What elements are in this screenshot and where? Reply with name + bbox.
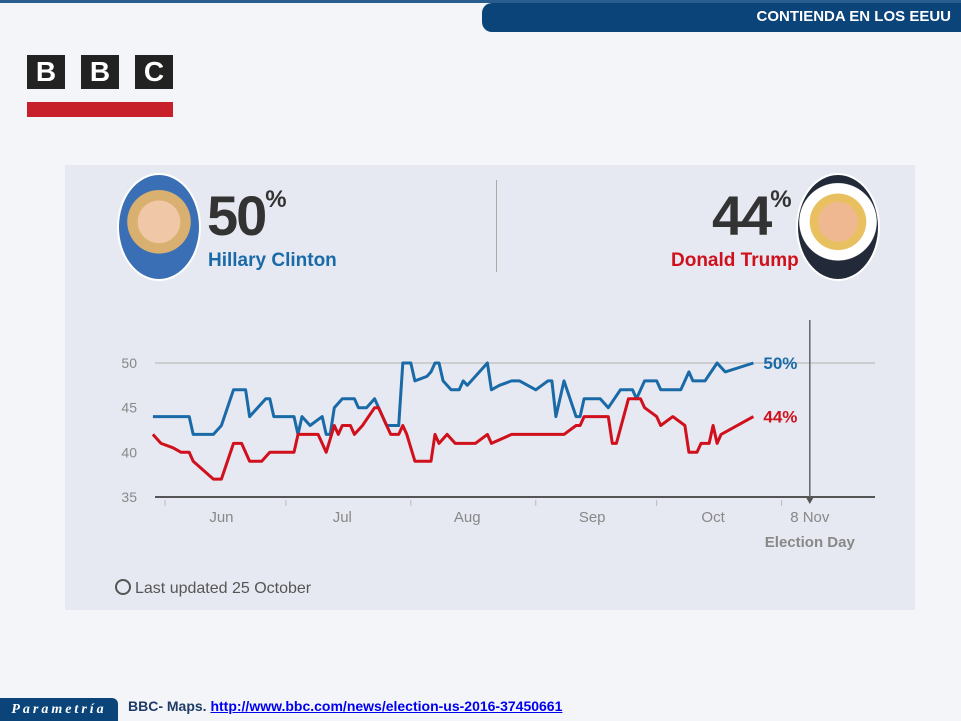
bbc-logo: B B C	[27, 45, 173, 117]
trump-percent: 44%	[712, 184, 792, 247]
y-tick-label: 40	[121, 444, 137, 460]
parametria-logo: Parametría	[0, 698, 118, 721]
clinton-photo	[117, 173, 201, 281]
clock-icon	[115, 579, 131, 595]
source-citation: BBC- Maps. http://www.bbc.com/news/elect…	[128, 698, 562, 714]
slide-header: CONTIENDA EN LOS EEUU	[482, 3, 961, 32]
clinton-percent: 50%	[207, 184, 287, 247]
y-tick-label: 45	[121, 400, 137, 416]
clinton-name: Hillary Clinton	[208, 250, 337, 271]
logo-letter: B	[81, 55, 119, 89]
series-end-label: 50%	[763, 354, 797, 373]
logo-bar	[27, 102, 173, 117]
event-label: 8 Nov	[790, 509, 830, 526]
logo-letter: C	[135, 55, 173, 89]
series-end-label: 44%	[763, 408, 797, 427]
logo-letter: B	[27, 55, 65, 89]
y-tick-label: 50	[121, 355, 137, 371]
x-tick-label: Aug	[454, 509, 481, 526]
x-tick-label: Oct	[701, 509, 725, 526]
x-tick-label: Jun	[209, 509, 233, 526]
divider	[496, 180, 497, 272]
slide-title: CONTIENDA EN LOS EEUU	[756, 8, 951, 25]
y-tick-label: 35	[121, 489, 137, 505]
poll-panel: 50% Hillary Clinton 44% Donald Trump 50 4…	[65, 165, 915, 610]
election-day-marker	[805, 496, 814, 504]
last-updated: Last updated 25 October	[115, 579, 311, 598]
x-tick-label: Jul	[333, 509, 352, 526]
source-label: BBC- Maps.	[128, 698, 207, 714]
trump-name: Donald Trump	[671, 250, 799, 271]
series-line-trump	[151, 397, 755, 481]
trump-photo	[796, 173, 880, 281]
source-link[interactable]: http://www.bbc.com/news/election-us-2016…	[210, 698, 563, 714]
last-updated-text: Last updated 25 October	[135, 580, 312, 597]
event-sublabel: Election Day	[765, 534, 856, 551]
series-line-clinton	[152, 361, 754, 436]
x-tick-label: Sep	[579, 509, 606, 526]
top-rule	[0, 0, 961, 3]
poll-chart: 50 45 40 35 Jun Jul Aug Sep Oct 8 Nov Election Day…	[121, 320, 875, 551]
